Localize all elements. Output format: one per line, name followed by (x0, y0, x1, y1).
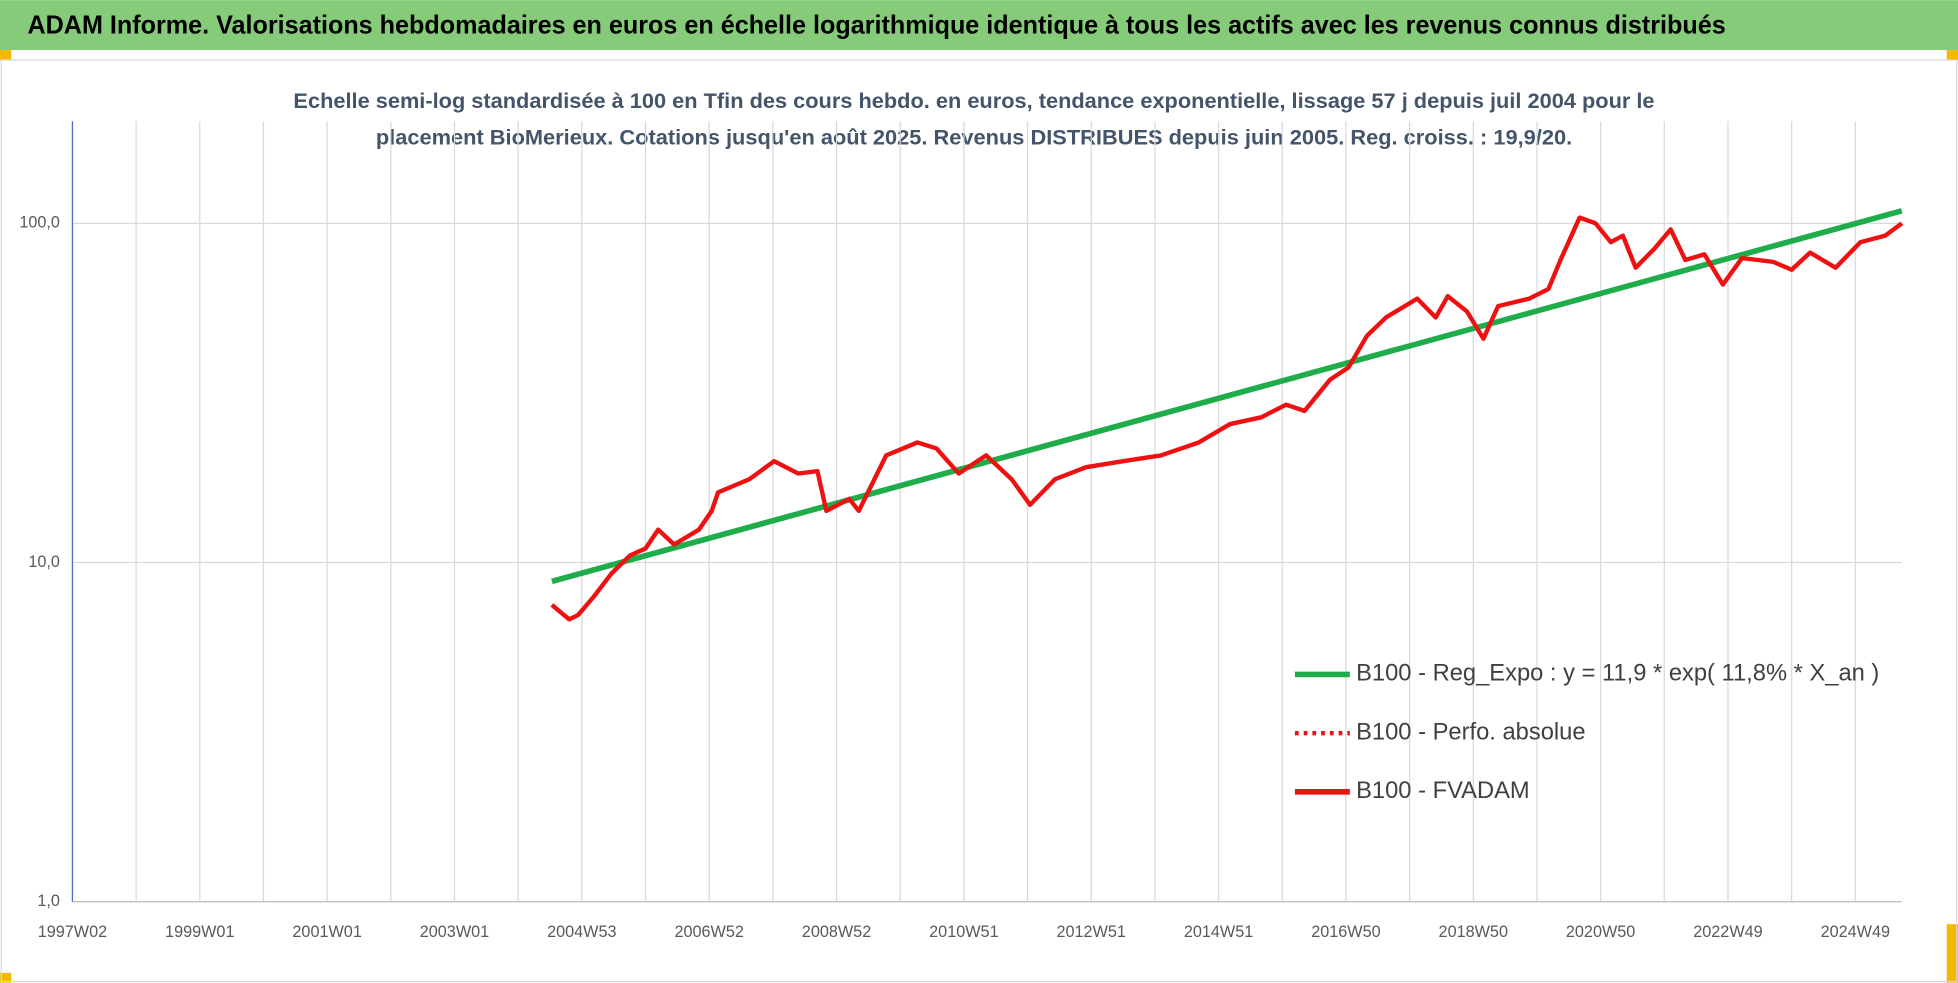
y-tick-label: 10,0 (28, 553, 60, 571)
x-tick-label: 2008W52 (802, 923, 871, 941)
series-line (550, 215, 1904, 622)
chart-frame (0, 59, 1958, 983)
x-tick-label: 2022W49 (1693, 923, 1762, 941)
x-tick-label: 2006W52 (674, 923, 743, 941)
x-tick-label: 2012W51 (1057, 923, 1126, 941)
x-tick-label: 2010W51 (929, 923, 998, 941)
x-tick-label: 2003W01 (420, 923, 489, 941)
y-tick-label: 1,0 (37, 892, 60, 910)
x-tick-label: 1999W01 (165, 923, 234, 941)
title-banner (0, 0, 1958, 51)
x-tick-label: 2024W49 (1821, 923, 1890, 941)
x-tick-label: 2004W53 (547, 923, 616, 941)
grid: 1,0 10,0 100,0 1997W02 1999W01 2001W01 2003W01… (19, 121, 1902, 941)
plot (550, 208, 1904, 622)
legend-label: B100 - FVADAM (1356, 778, 1530, 804)
corner (1946, 924, 1958, 983)
legend-label: B100 - Reg_Expo : y = 11,9 * exp( 11,8% … (1356, 661, 1879, 687)
corner (1946, 50, 1958, 61)
series-line (551, 208, 1903, 585)
legend-label: B100 - Perfo. absolue (1356, 719, 1585, 745)
x-tick-label: 2014W51 (1184, 923, 1253, 941)
x-tick-label: 1997W02 (38, 923, 107, 941)
x-tick-label: 2018W50 (1439, 923, 1508, 941)
corner (0, 50, 12, 61)
corner (0, 972, 12, 983)
chart-title: ADAM Informe. Valorisations hebdomadaire… (27, 9, 1725, 39)
x-tick-label: 2016W50 (1311, 923, 1380, 941)
series-line (550, 215, 1903, 622)
chart-subtitle: placement BioMerieux. Cotations jusqu'en… (376, 126, 1572, 149)
x-tick-label: 2020W50 (1566, 923, 1635, 941)
chart-subtitle: Echelle semi-log standardisée à 100 en T… (293, 90, 1654, 113)
x-tick-label: 2001W01 (292, 923, 361, 941)
legend: B100 - Reg_Expo : y = 11,9 * exp( 11,8% … (1294, 661, 1879, 804)
y-tick-label: 100,0 (19, 214, 60, 232)
